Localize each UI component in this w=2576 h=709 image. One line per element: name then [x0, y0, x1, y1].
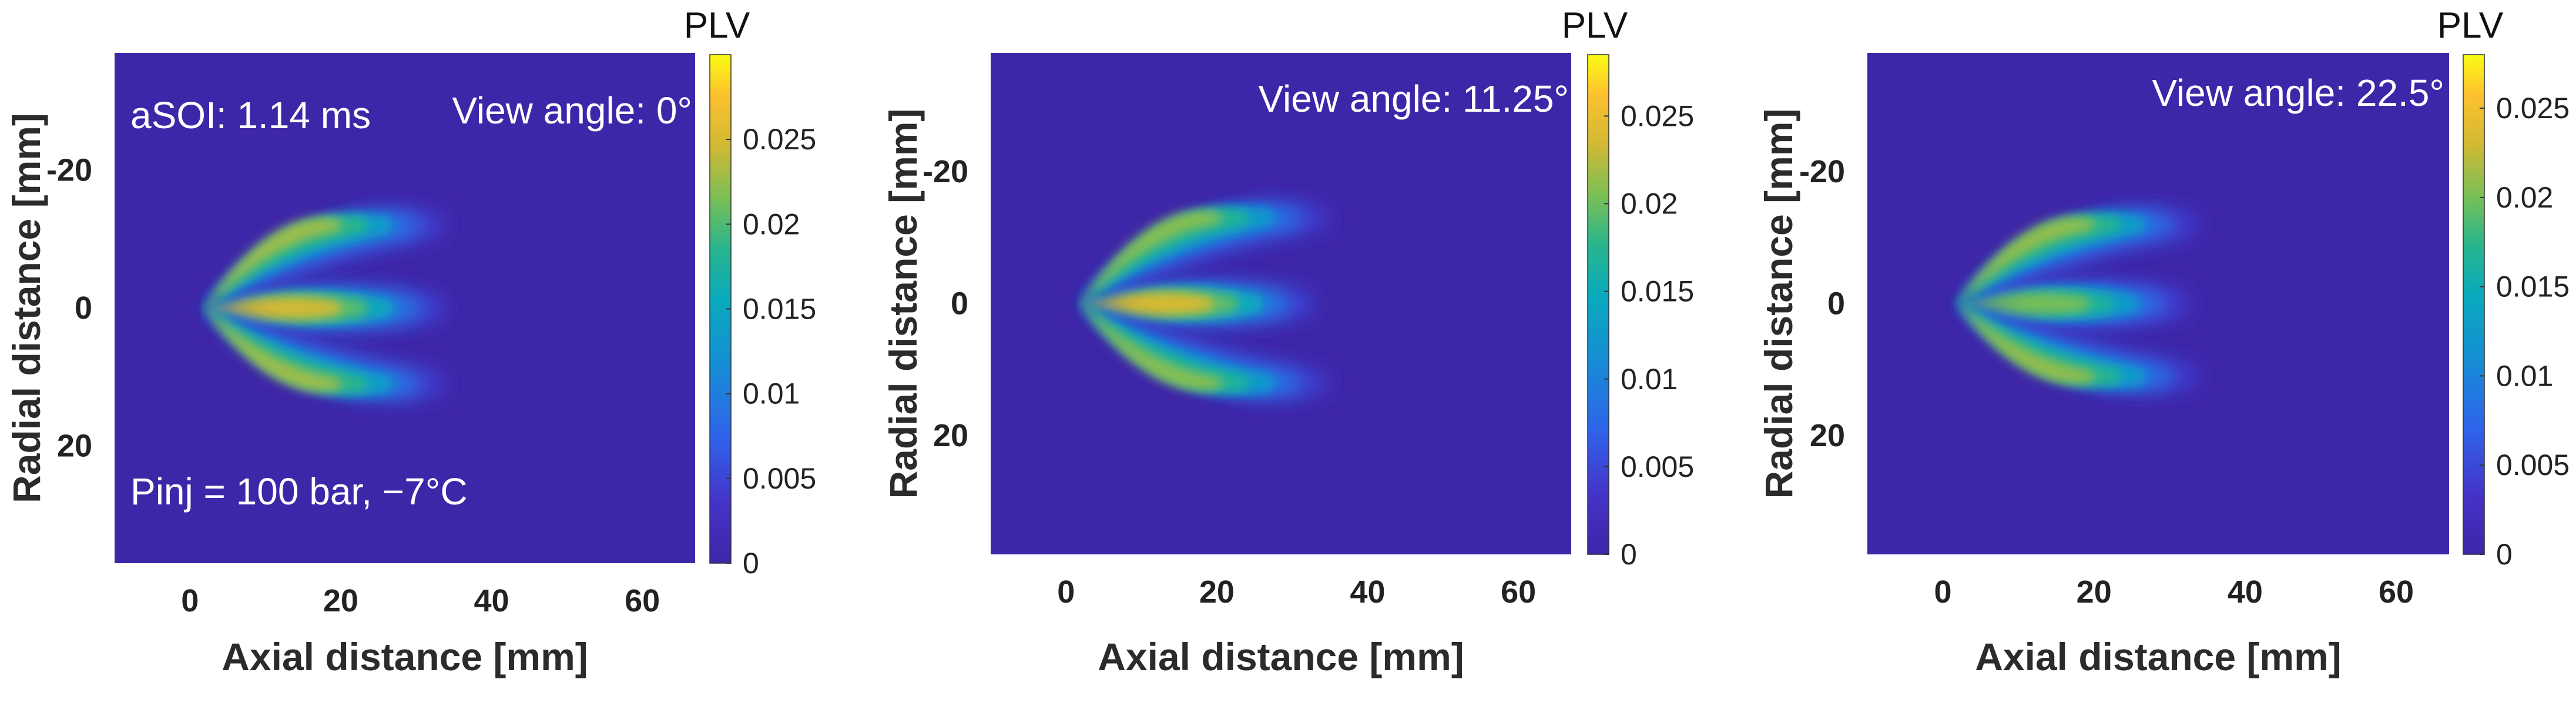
colorbar: 0 0.005 0.01 0.015 0.02 0.025 PLV — [684, 5, 816, 580]
x-tick-label: 0 — [1057, 574, 1075, 610]
y-tick-label: -20 — [46, 152, 92, 188]
plume-3 — [1958, 303, 2198, 392]
colorbar-title: PLV — [684, 5, 750, 46]
plume-level — [1958, 303, 2095, 384]
plume-level — [204, 308, 368, 393]
plume-2 — [204, 209, 445, 308]
x-tick-label: 40 — [1350, 574, 1386, 610]
colorbar-tick-label: 0.015 — [1621, 275, 1694, 308]
plume-level — [1081, 210, 1222, 304]
plume-level — [1958, 217, 2095, 304]
x-tick-label: 0 — [1934, 574, 1952, 610]
annotation: Pinj = 100 bar, −7°C — [130, 470, 468, 513]
colorbar-tick-label: 0.005 — [1621, 450, 1694, 483]
plume-3 — [204, 308, 445, 400]
colorbar-gradient — [2463, 54, 2485, 555]
x-tick-label: 40 — [474, 583, 509, 618]
x-tick-label: 40 — [2228, 574, 2263, 610]
plume-level — [1081, 209, 1249, 304]
y-tick-label: 20 — [1810, 418, 1845, 453]
colorbar-title: PLV — [2437, 5, 2504, 46]
colorbar-title: PLV — [1562, 5, 1628, 46]
colorbar-tick-label: 0.005 — [743, 462, 816, 495]
plume-level — [204, 218, 342, 308]
plume-2 — [1081, 202, 1329, 304]
colorbar-gradient — [1587, 54, 1609, 555]
plv-field — [204, 209, 445, 400]
x-tick-label: 60 — [2379, 574, 2414, 610]
plume-level — [1958, 303, 2121, 386]
colorbar-tick-label: 0.025 — [2496, 92, 2570, 125]
x-tick-label: 60 — [1501, 574, 1536, 610]
colorbar-tick-label: 0.01 — [743, 377, 800, 410]
colorbar-tick-label: 0 — [2496, 538, 2513, 571]
x-tick-label: 0 — [181, 583, 199, 618]
plv-field — [1081, 202, 1329, 399]
annotation: View angle: 0° — [452, 89, 692, 132]
annotation: aSOI: 1.14 ms — [130, 94, 371, 136]
y-tick-label: 20 — [57, 429, 92, 464]
colorbar-tick-label: 0.005 — [2496, 449, 2570, 481]
y-tick-label: -20 — [1799, 154, 1845, 189]
panel-3: 0 20 40 60 -20 0 20 Axial distance [mm] Radial d… — [1757, 5, 2570, 678]
x-axis-label: Axial distance [mm] — [222, 635, 588, 678]
colorbar-tick-label: 0.015 — [2496, 270, 2570, 303]
annotation: View angle: 22.5° — [2152, 72, 2444, 114]
plume-2 — [1958, 209, 2198, 304]
y-tick-label: 0 — [951, 286, 968, 322]
plume-level — [204, 308, 342, 392]
x-tick-label: 20 — [2077, 574, 2112, 610]
annotation: View angle: 11.25° — [1259, 78, 1569, 120]
colorbar: 0 0.005 0.01 0.015 0.02 0.025 PLV — [2437, 5, 2570, 571]
colorbar-tick-label: 0.01 — [2496, 359, 2553, 392]
plume-1 — [1958, 281, 2191, 326]
y-axis-label: Radial distance [mm] — [5, 113, 48, 503]
panel-2: 0 20 40 60 -20 0 20 Axial distance [mm] Radial d… — [881, 5, 1694, 678]
colorbar-tick-label: 0.015 — [743, 293, 816, 326]
plume-level — [1081, 303, 1249, 392]
plume-level — [1081, 292, 1214, 315]
colorbar-tick-label: 0 — [743, 547, 759, 580]
plume-level — [1958, 292, 2091, 315]
colorbar-tick-label: 0.02 — [1621, 188, 1678, 220]
colorbar-tick-label: 0.025 — [743, 123, 816, 156]
y-tick-label: 0 — [1827, 286, 1845, 322]
plume-level — [1958, 213, 2147, 304]
plume-1 — [1081, 281, 1313, 326]
x-tick-label: 60 — [625, 583, 660, 618]
x-tick-label: 20 — [1199, 574, 1235, 610]
plume-level — [1081, 303, 1276, 394]
plume-level — [204, 216, 368, 308]
colorbar: 0 0.005 0.01 0.015 0.02 0.025 PLV — [1562, 5, 1694, 571]
plume-level — [204, 214, 394, 308]
colorbar-tick-label: 0.025 — [1621, 99, 1694, 132]
plume-level — [204, 297, 342, 319]
x-axis-label: Axial distance [mm] — [1098, 635, 1464, 678]
plume-level — [1081, 206, 1276, 304]
colorbar-tick-label: 0.02 — [2496, 181, 2553, 214]
y-axis-label: Radial distance [mm] — [1757, 109, 1800, 499]
y-tick-label: -20 — [923, 154, 968, 189]
colorbar-tick-label: 0.02 — [743, 208, 800, 240]
x-axis-label: Axial distance [mm] — [1975, 635, 2342, 678]
x-tick-label: 20 — [323, 583, 358, 618]
y-tick-label: 0 — [75, 290, 92, 326]
plv-field — [1958, 209, 2198, 392]
y-tick-label: 20 — [933, 418, 968, 453]
plume-1 — [204, 286, 445, 330]
y-axis-label: Radial distance [mm] — [881, 109, 925, 499]
plume-level — [1958, 215, 2121, 304]
colorbar-tick-label: 0 — [1621, 538, 1637, 571]
colorbar-tick-label: 0.01 — [1621, 363, 1678, 396]
plume-level — [1081, 303, 1222, 390]
panel-1: 0 20 40 60 -20 0 20 Axial distance [mm] Radial d… — [5, 5, 816, 678]
plume-3 — [1081, 303, 1329, 399]
